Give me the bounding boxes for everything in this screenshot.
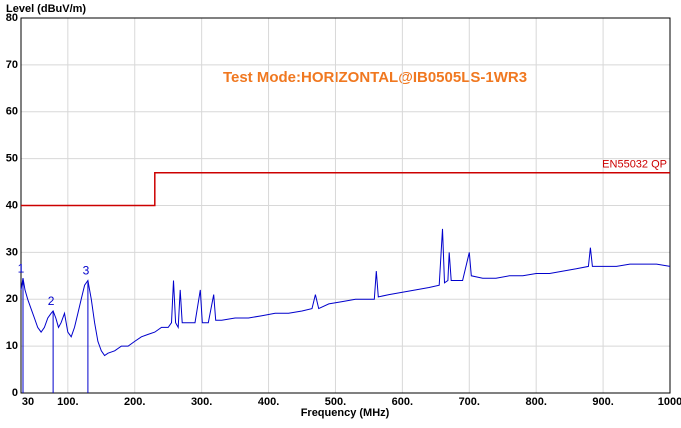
- marker-label: 2: [48, 294, 55, 308]
- y-tick-label: 0: [12, 387, 18, 399]
- series-line: [21, 171, 670, 207]
- x-tick-label: 100.: [57, 396, 78, 408]
- y-tick-label: 70: [6, 59, 18, 71]
- y-tick-label: 10: [6, 340, 18, 352]
- y-tick-label: 20: [6, 293, 18, 305]
- x-tick-label: 300.: [191, 396, 212, 408]
- x-tick-label: 900.: [592, 396, 613, 408]
- x-tick-label: 500.: [325, 396, 346, 408]
- x-tick-label: 600.: [392, 396, 413, 408]
- y-axis-label: Level (dBuV/m): [6, 3, 86, 15]
- marker-label: 3: [83, 264, 90, 278]
- x-tick-label: 200.: [124, 396, 145, 408]
- x-tick-label: 700.: [459, 396, 480, 408]
- series-line: [20, 228, 671, 357]
- x-tick-label: 400.: [258, 396, 279, 408]
- y-tick-label: 30: [6, 246, 18, 258]
- marker-label: 1: [18, 261, 25, 275]
- x-axis-label: Frequency (MHz): [301, 407, 390, 419]
- chart-title: Test Mode:HORIZONTAL@IB0505LS-1WR3: [223, 69, 527, 86]
- x-tick-label: 30: [22, 396, 34, 408]
- y-tick-label: 40: [6, 199, 18, 211]
- y-tick-label: 80: [6, 12, 18, 24]
- limit-label: EN55032 QP: [602, 159, 667, 171]
- y-tick-label: 60: [6, 106, 18, 118]
- x-tick-label: 1000: [658, 396, 681, 408]
- x-tick-label: 800.: [525, 396, 546, 408]
- y-tick-label: 50: [6, 153, 18, 165]
